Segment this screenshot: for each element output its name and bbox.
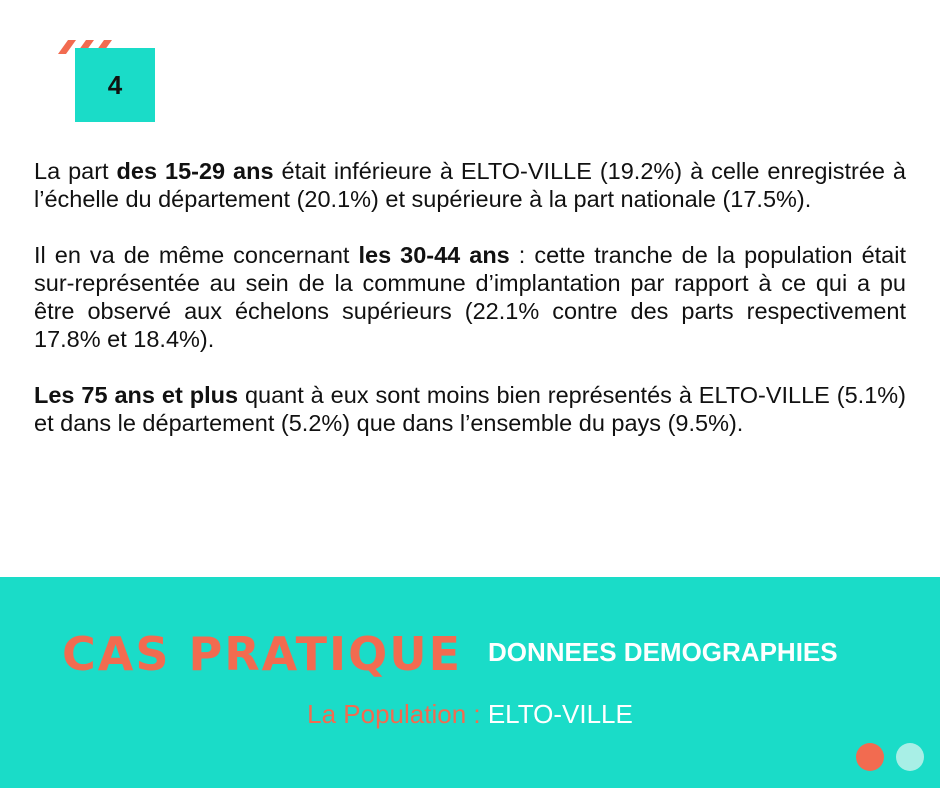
paragraph: La part des 15-29 ans était inférieure à… — [34, 157, 906, 213]
bold-run: des 15-29 ans — [116, 158, 274, 184]
paragraph: Il en va de même concernant les 30-44 an… — [34, 241, 906, 353]
text-run: quant à eux sont moins bien représentés … — [34, 382, 906, 436]
body-text: La part des 15-29 ans était inférieure à… — [34, 157, 906, 465]
dot — [896, 743, 924, 771]
footer: CAS PRATIQUE DONNEES DEMOGRAPHIES La Pop… — [0, 577, 940, 788]
badge: 4 — [75, 48, 155, 122]
paragraph: Les 75 ans et plus quant à eux sont moin… — [34, 381, 906, 437]
text-run: : cette tranche de la population était s… — [34, 242, 906, 352]
caption-label: La Population : — [307, 699, 488, 729]
badge-label: 4 — [107, 69, 123, 100]
dot — [856, 743, 884, 771]
footer-caption: La Population : ELTO-VILLE — [0, 699, 940, 730]
bold-run: les 30-44 ans — [358, 242, 510, 268]
caption-value: ELTO-VILLE — [487, 699, 633, 729]
footer-title: CAS PRATIQUE — [62, 627, 463, 681]
text-run: Il en va de même concernant — [34, 242, 359, 268]
bold-run: Les 75 ans et plus — [34, 382, 239, 408]
text-run: était inférieure à ELTO-VILLE (19.2%) à … — [34, 158, 906, 212]
text-run: La part — [34, 158, 117, 184]
footer-subtitle: DONNEES DEMOGRAPHIES — [488, 637, 838, 667]
